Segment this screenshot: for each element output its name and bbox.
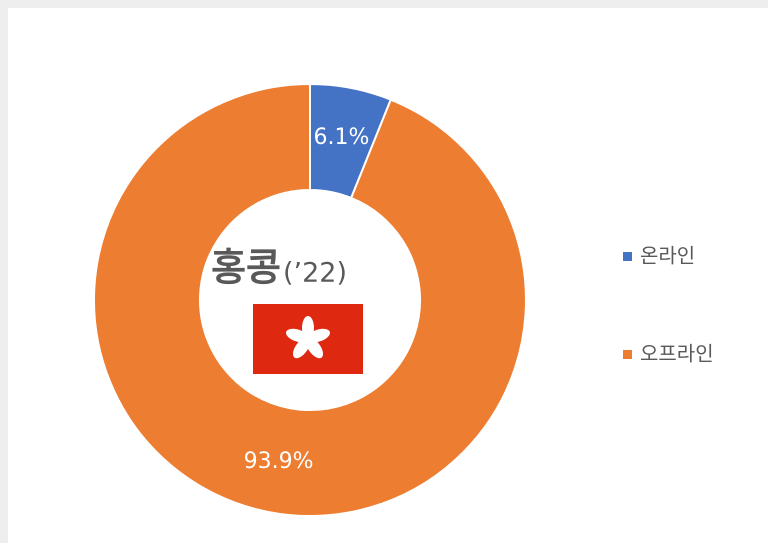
legend-label: 오프라인 xyxy=(640,342,714,366)
slices xyxy=(93,82,527,517)
flag xyxy=(253,304,363,374)
legend-swatch xyxy=(623,350,632,359)
slice xyxy=(93,82,527,517)
data-label: 6.1% xyxy=(313,125,369,150)
data-label: 93.9% xyxy=(244,449,314,474)
center-subtitle: (’22) xyxy=(283,258,347,289)
center-title: 홍콩 xyxy=(211,246,281,290)
legend-label: 온라인 xyxy=(640,244,695,268)
legend-swatch xyxy=(623,252,632,261)
